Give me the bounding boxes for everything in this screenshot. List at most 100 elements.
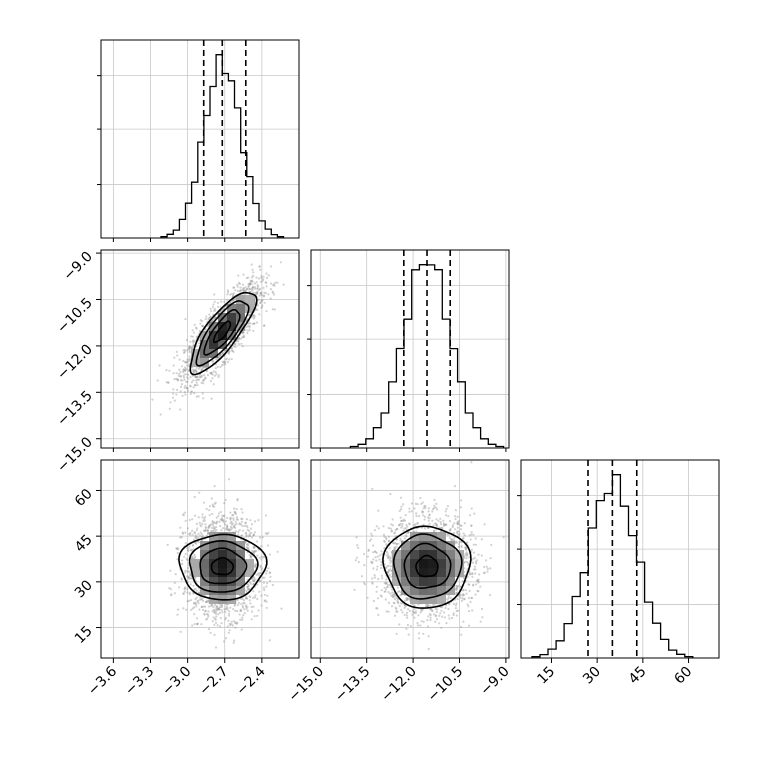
scatter-point (374, 550, 377, 554)
panel-1-2 (310, 459, 510, 659)
scatter-point (202, 379, 205, 382)
scatter-point (357, 561, 360, 564)
scatter-point (211, 319, 214, 322)
scatter-point (252, 590, 255, 593)
x-tick-label: −3.0 (159, 664, 194, 699)
contour-line (178, 533, 268, 601)
scatter-point (464, 552, 467, 556)
scatter-point (218, 520, 221, 524)
scatter-point (196, 375, 199, 378)
scatter-point (238, 290, 241, 293)
scatter-point (211, 604, 214, 607)
scatter-point (182, 359, 185, 363)
density-cell (236, 541, 245, 550)
scatter-point (199, 376, 202, 379)
scatter-point (372, 558, 375, 561)
scatter-point (421, 511, 424, 514)
scatter-point (226, 293, 229, 296)
scatter-point (222, 519, 225, 522)
scatter-point (229, 516, 232, 520)
scatter-point (176, 379, 179, 382)
scatter-point (474, 537, 477, 540)
scatter-point (232, 513, 235, 517)
scatter-point (456, 522, 459, 525)
scatter-point (193, 369, 196, 372)
scatter-point (258, 590, 261, 593)
scatter-point (232, 345, 236, 348)
panel-frame (310, 459, 510, 659)
scatter-point (268, 571, 271, 574)
scatter-point (421, 501, 424, 504)
scatter-point (468, 573, 471, 576)
scatter-point (195, 326, 198, 329)
scatter-point (249, 322, 252, 325)
density-cell (410, 568, 419, 577)
scatter-point (234, 511, 237, 514)
scatter-point (232, 518, 235, 522)
scatter-point (208, 525, 211, 528)
scatter-point (226, 528, 229, 531)
scatter-point (168, 369, 171, 372)
scatter-point (477, 590, 480, 593)
scatter-point (214, 603, 217, 607)
scatter-point (207, 601, 210, 604)
scatter-point (253, 282, 256, 285)
scatter-point (202, 608, 205, 612)
scatter-point (201, 513, 204, 516)
scatter-point (186, 588, 189, 591)
scatter-point (206, 617, 209, 620)
scatter-point (226, 608, 229, 611)
scatter-point (183, 511, 186, 514)
scatter-point (470, 596, 473, 600)
scatter-point (197, 541, 200, 544)
scatter-point (397, 590, 400, 593)
scatter-point (439, 517, 442, 520)
scatter-point (256, 290, 259, 293)
scatter-point (366, 596, 369, 599)
scatter-point (426, 625, 430, 628)
scatter-point (222, 521, 225, 524)
scatter-point (242, 336, 245, 339)
scatter-point (264, 514, 268, 517)
scatter-point (244, 532, 247, 535)
scatter-point (249, 556, 252, 559)
panel-frame (100, 249, 300, 449)
scatter-point (179, 630, 182, 634)
scatter-point (193, 588, 196, 591)
scatter-point (242, 289, 245, 292)
scatter-point (243, 524, 246, 528)
scatter-point (380, 589, 383, 592)
scatter-point (186, 575, 189, 578)
scatter-point (208, 605, 211, 608)
scatter-point (458, 540, 461, 544)
scatter-point (474, 543, 477, 546)
x-tick-label: 15 (534, 664, 558, 688)
scatter-point (252, 550, 255, 554)
scatter-point (414, 523, 417, 526)
scatter-point (234, 512, 237, 516)
scatter-point (400, 508, 403, 511)
scatter-point (189, 571, 192, 574)
scatter-point (459, 593, 462, 596)
scatter-point (259, 536, 262, 539)
scatter-point (242, 601, 245, 605)
scatter-point (446, 505, 449, 508)
scatter-point (464, 547, 467, 551)
scatter-point (221, 611, 224, 614)
scatter-point (187, 567, 190, 570)
x-tick-label: −2.4 (233, 663, 268, 698)
scatter-point (200, 319, 204, 323)
density-cell (200, 559, 209, 568)
scatter-point (221, 519, 224, 522)
scatter-point (199, 524, 202, 527)
scatter-point (242, 289, 246, 292)
scatter-point (192, 386, 195, 389)
scatter-point (220, 529, 223, 532)
scatter-point (238, 613, 241, 616)
scatter-point (206, 529, 209, 532)
scatter-point (186, 549, 190, 552)
scatter-point (229, 606, 232, 609)
scatter-point (421, 510, 424, 513)
scatter-point (480, 554, 483, 557)
scatter-point (175, 372, 178, 375)
